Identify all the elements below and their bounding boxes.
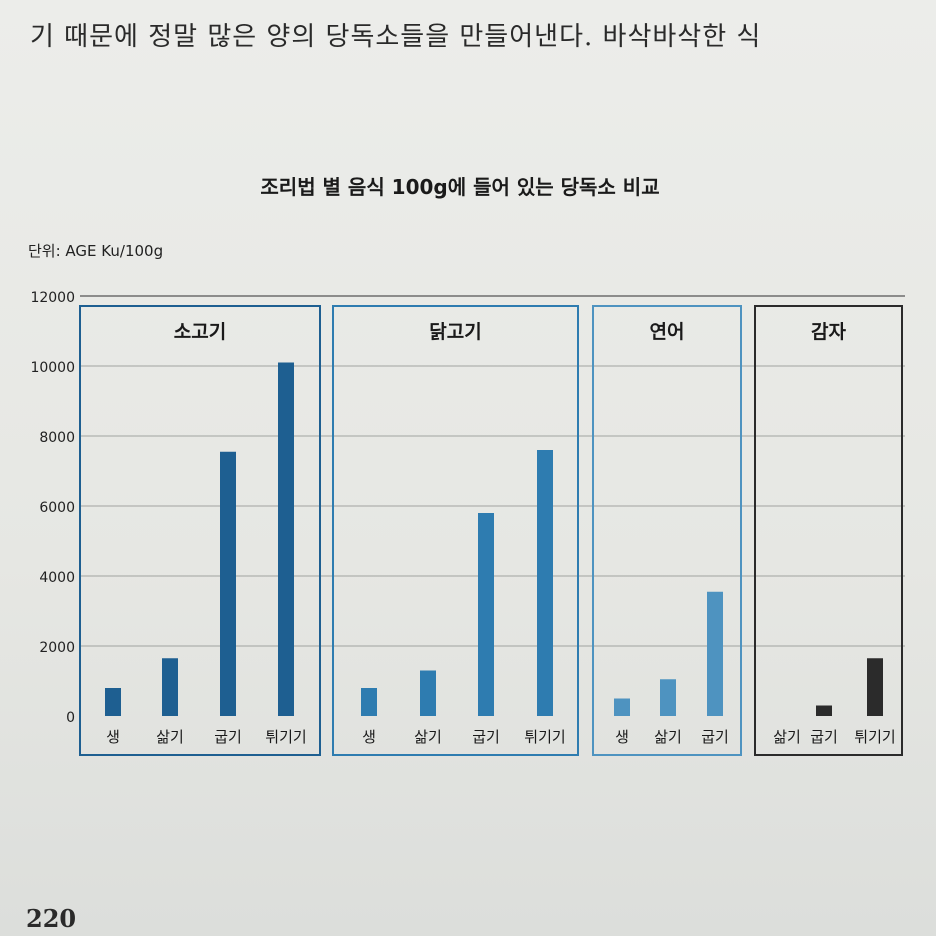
group-title: 닭고기 bbox=[429, 321, 481, 343]
category-label: 삶기 bbox=[156, 728, 184, 746]
bar bbox=[537, 450, 553, 716]
header-text: 기 때문에 정말 많은 양의 당독소들을 만들어낸다. 바삭바삭한 식 bbox=[30, 22, 762, 52]
bar bbox=[816, 705, 832, 716]
bar bbox=[361, 688, 377, 716]
bar bbox=[707, 591, 723, 716]
category-label: 생 bbox=[362, 728, 376, 746]
bar bbox=[478, 513, 494, 716]
group-panel bbox=[332, 305, 579, 756]
category-label: 삶기 bbox=[654, 728, 682, 746]
category-label: 굽기 bbox=[214, 728, 242, 746]
category-label: 튀기기 bbox=[854, 728, 895, 746]
category-label: 굽기 bbox=[810, 728, 838, 746]
bar bbox=[162, 658, 178, 716]
unit-label: 단위: AGE Ku/100g bbox=[28, 242, 163, 260]
group-title: 소고기 bbox=[174, 321, 226, 343]
y-tick-label: 8000 bbox=[39, 430, 75, 446]
bar bbox=[220, 451, 236, 716]
group-panel bbox=[754, 305, 903, 756]
y-tick-label: 10000 bbox=[30, 360, 75, 376]
category-label: 굽기 bbox=[472, 728, 500, 746]
category-label: 삶기 bbox=[414, 728, 442, 746]
y-tick-label: 12000 bbox=[30, 290, 75, 306]
bar bbox=[867, 658, 883, 716]
group-panel bbox=[592, 305, 742, 756]
category-label: 굽기 bbox=[701, 728, 729, 746]
bar bbox=[278, 362, 294, 716]
chart-title: 조리법 별 음식 100g에 들어 있는 당독소 비교 bbox=[260, 175, 659, 199]
group-title: 연어 bbox=[650, 321, 685, 343]
bar bbox=[105, 688, 121, 716]
category-label: 삶기 bbox=[773, 728, 801, 746]
category-label: 생 bbox=[615, 728, 629, 746]
y-tick-label: 6000 bbox=[39, 500, 75, 516]
bar bbox=[420, 670, 436, 716]
bar bbox=[614, 698, 630, 716]
bar bbox=[660, 679, 676, 716]
group-title: 감자 bbox=[811, 321, 846, 343]
group-panel bbox=[79, 305, 321, 756]
y-tick-label: 2000 bbox=[39, 640, 75, 656]
category-label: 생 bbox=[106, 728, 120, 746]
category-label: 튀기기 bbox=[524, 728, 565, 746]
page-number: 220 bbox=[26, 904, 77, 933]
category-label: 튀기기 bbox=[265, 728, 306, 746]
y-tick-label: 4000 bbox=[39, 570, 75, 586]
y-tick-label: 0 bbox=[66, 710, 75, 726]
